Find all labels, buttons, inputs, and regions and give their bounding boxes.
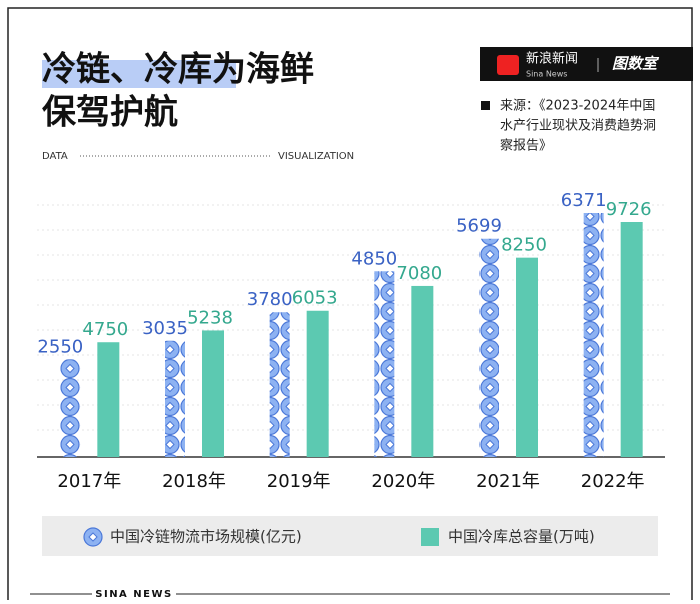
bar [202,330,224,457]
grid [37,204,665,431]
value-label: 4850 [351,248,397,269]
title: 保驾护航 [42,93,178,133]
source-marker [481,101,490,110]
coin-column [374,271,395,457]
x-tick-label: 2018年 [162,471,226,492]
value-label: 5699 [456,216,502,237]
coin-column [479,238,499,457]
value-label: 3780 [247,289,293,310]
bar [97,342,120,457]
x-tick-label: 2020年 [371,471,435,492]
source: 水产行业现状及消费趋势洞 [500,118,656,134]
brand: 新浪新闻 [526,51,578,67]
sina-logo [497,55,519,75]
value-label: 8250 [501,235,547,256]
value-label: 2550 [37,336,83,357]
title-highlight [42,60,236,88]
logo: 图数室 [612,55,660,73]
coin-column [583,213,604,457]
data-label: DATA [42,151,68,162]
value-label: 3035 [142,318,188,339]
bar [620,222,643,457]
x-tick-label: 2017年 [57,471,121,492]
legend-box [42,516,658,556]
bar [516,257,538,457]
coin-column [60,359,81,457]
bar [306,310,329,457]
legend-label: 中国冷库总容量(万吨) [448,528,595,546]
frame [7,7,693,600]
footer: SINA NEWS [95,589,172,600]
value-label: 7080 [396,263,442,284]
legend-label: 中国冷链物流市场规模(亿元) [110,528,302,546]
x-tick-label: 2021年 [476,471,540,492]
source: 察报告》 [500,139,552,154]
title: 冷链、冷库为海鲜 [42,50,314,90]
footer-bg [92,586,176,602]
brand-en: Sina News [526,70,567,79]
value-label: 4750 [82,319,128,340]
legend-swatch [88,532,98,542]
coin-column [269,312,290,457]
value-label: 6053 [292,288,338,309]
value-label: 5238 [187,307,233,328]
value-label: 6371 [561,190,607,211]
visualization-label: VISUALIZATION [278,151,354,162]
x-tick-label: 2019年 [267,471,331,492]
bar [411,285,434,457]
legend-swatch [421,528,439,546]
value-label: 9726 [606,199,652,220]
coin-column [165,340,185,457]
x-tick-label: 2022年 [581,471,645,492]
source: 来源：《2023-2024年中国 [500,99,655,114]
